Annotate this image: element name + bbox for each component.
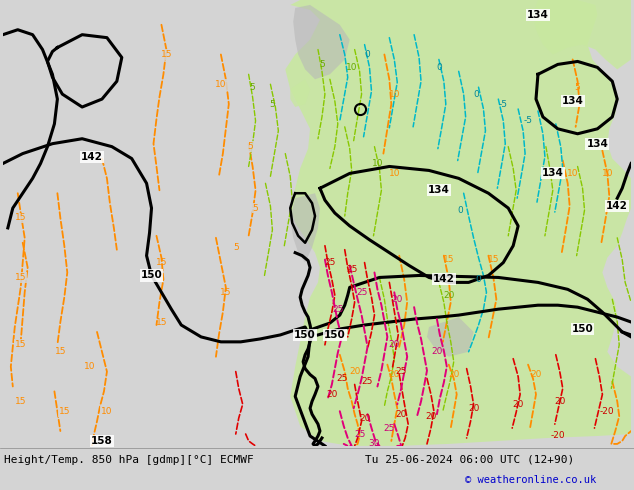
Polygon shape [290,79,310,107]
Text: 20: 20 [554,397,566,406]
Text: 134: 134 [586,139,609,148]
Text: 134: 134 [542,169,564,178]
Text: 20: 20 [443,291,455,300]
Text: 5: 5 [269,99,275,109]
Text: 20: 20 [512,400,524,409]
Text: 142: 142 [433,274,455,284]
Text: 5: 5 [575,83,581,92]
Text: 10: 10 [389,169,400,178]
Text: 25: 25 [354,430,365,439]
Text: 0: 0 [365,50,370,59]
Text: 20: 20 [389,341,400,349]
Text: 150: 150 [294,330,316,340]
Text: 20: 20 [326,390,337,399]
Text: 20: 20 [425,412,437,421]
Text: 25: 25 [384,423,395,433]
Text: 10: 10 [567,169,578,178]
Text: 10: 10 [602,169,613,178]
Polygon shape [290,193,320,263]
Text: 20: 20 [389,370,400,379]
Text: 5: 5 [253,203,259,213]
Text: 134: 134 [527,10,549,20]
Text: 5: 5 [248,142,254,151]
Text: 142: 142 [606,201,628,211]
Text: 5: 5 [250,83,256,92]
Text: 0: 0 [436,63,442,72]
Polygon shape [285,0,631,446]
Text: 20: 20 [448,370,460,379]
Text: -5: -5 [499,99,508,109]
Polygon shape [427,317,474,357]
Text: 20: 20 [349,367,360,376]
Text: 25: 25 [332,305,344,314]
Text: 0: 0 [474,90,479,98]
Text: -20: -20 [550,432,565,441]
Text: 30: 30 [369,440,380,448]
Text: 150: 150 [324,330,346,340]
Text: 10: 10 [215,80,226,89]
Text: 25: 25 [356,288,367,297]
Text: 15: 15 [15,214,27,222]
Text: Height/Temp. 850 hPa [gdmp][°C] ECMWF: Height/Temp. 850 hPa [gdmp][°C] ECMWF [4,455,254,465]
Text: 15: 15 [15,273,27,282]
Text: 134: 134 [428,185,450,195]
Polygon shape [293,5,350,79]
Text: 15: 15 [58,407,70,416]
Text: 20: 20 [530,370,541,379]
Text: Tu 25-06-2024 06:00 UTC (12+90): Tu 25-06-2024 06:00 UTC (12+90) [365,455,574,465]
Text: 20: 20 [359,414,370,423]
Text: 150: 150 [572,324,593,334]
Text: 10: 10 [389,90,400,98]
Text: 150: 150 [141,270,162,280]
Text: 158: 158 [91,436,113,446]
Text: 0: 0 [476,275,481,284]
Text: -5: -5 [524,117,533,125]
Text: 15: 15 [156,318,167,326]
Text: 142: 142 [81,151,103,162]
Text: 20: 20 [431,347,443,356]
Text: 15: 15 [15,341,27,349]
Polygon shape [533,0,631,70]
Text: 25: 25 [346,265,358,274]
Text: 25: 25 [396,367,407,376]
Text: 15: 15 [160,50,172,59]
Text: 0: 0 [458,206,463,215]
Text: 25: 25 [336,374,347,383]
Text: 20: 20 [396,410,407,418]
Text: 5: 5 [233,243,238,252]
Text: 5: 5 [319,60,325,69]
Text: -20: -20 [600,407,614,416]
Text: 10: 10 [372,159,383,168]
Text: 25: 25 [324,258,335,267]
Text: 15: 15 [15,397,27,406]
Text: 10: 10 [101,407,113,416]
Text: 15: 15 [488,255,499,264]
Text: 134: 134 [562,96,583,106]
Text: 15: 15 [156,258,167,267]
Text: 20: 20 [392,295,403,304]
Text: © weatheronline.co.uk: © weatheronline.co.uk [465,475,596,485]
Text: 20: 20 [468,404,479,413]
Text: 15: 15 [220,288,231,297]
Text: 15: 15 [55,347,66,356]
Text: 25: 25 [362,377,373,386]
Text: 10: 10 [84,362,96,371]
Text: 10: 10 [346,63,358,72]
Text: 15: 15 [443,255,455,264]
